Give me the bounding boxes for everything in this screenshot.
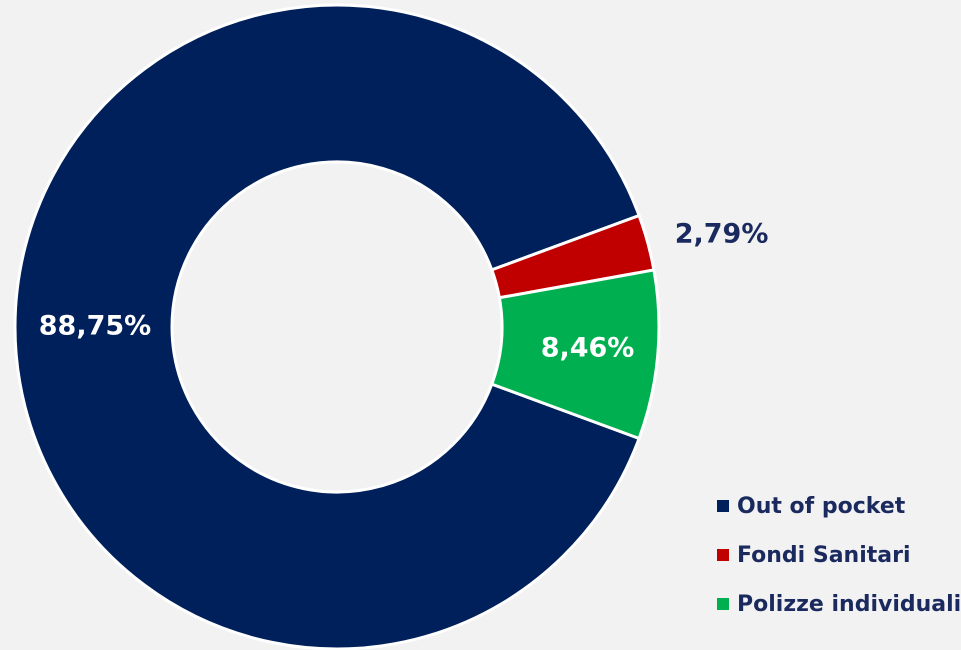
legend-swatch — [717, 500, 729, 512]
legend-item-fondi-sanitari: Fondi Sanitari — [717, 539, 961, 571]
slice-out-of-pocket — [13, 3, 642, 650]
data-label-polizze-individuali: 8,46% — [541, 333, 635, 364]
data-label-out-of-pocket: 88,75% — [39, 311, 151, 342]
legend-label: Out of pocket — [737, 493, 906, 519]
legend-swatch — [717, 598, 729, 610]
legend-label: Polizze individuali — [737, 591, 961, 617]
data-label-fondi-sanitari: 2,79% — [675, 219, 769, 250]
legend-label: Fondi Sanitari — [737, 542, 911, 568]
slice-polizze-individuali — [489, 268, 661, 441]
legend: Out of pocket Fondi Sanitari Polizze ind… — [717, 490, 961, 620]
legend-item-polizze-individuali: Polizze individuali — [717, 588, 961, 620]
legend-swatch — [717, 549, 729, 561]
legend-item-out-of-pocket: Out of pocket — [717, 490, 961, 522]
